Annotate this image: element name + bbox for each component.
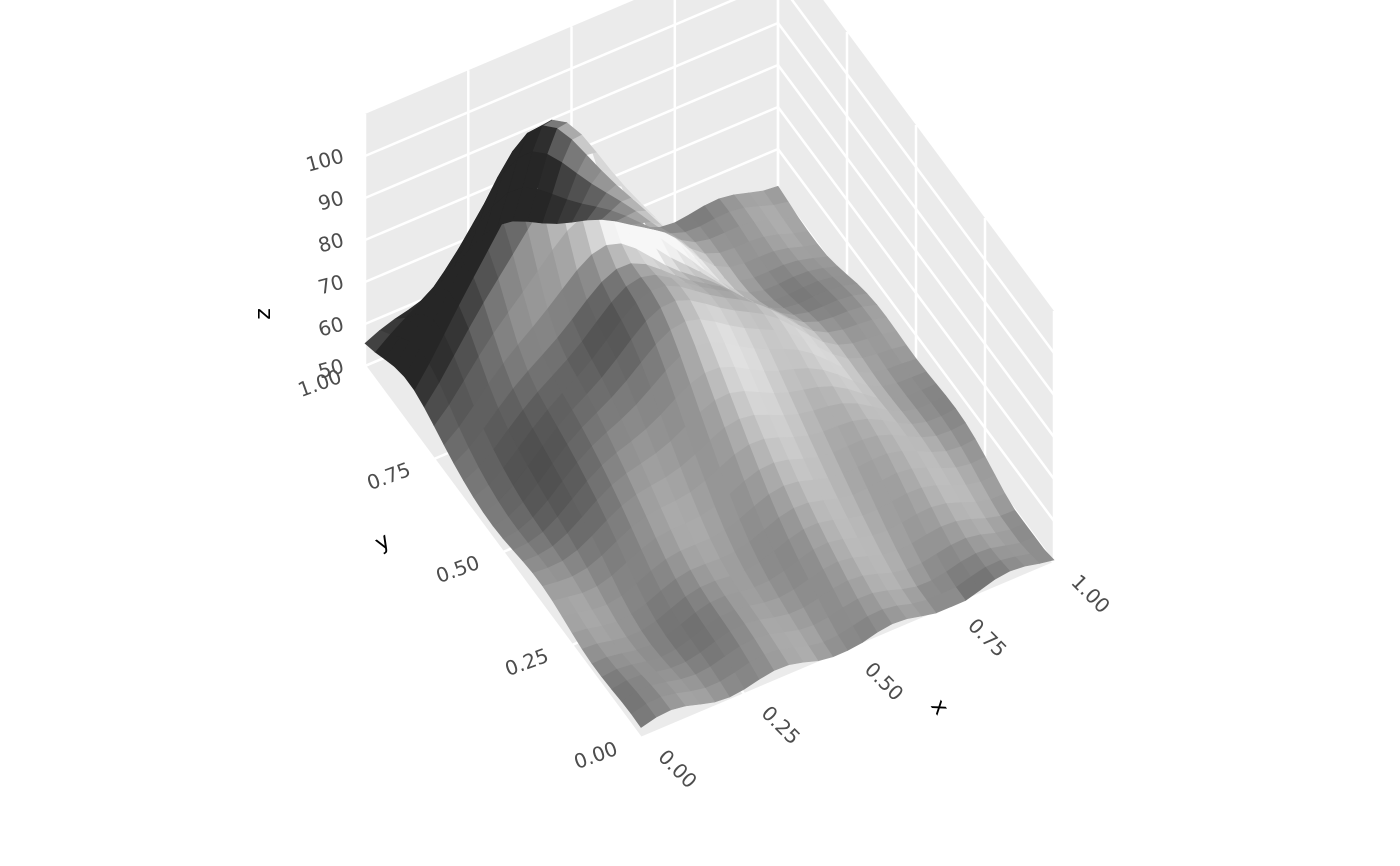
z-tick-label: 80 [315, 228, 346, 258]
x-tick-label: 0.50 [860, 657, 908, 705]
side-gridline-z [776, 22, 1056, 396]
x-axis-title: x [925, 695, 953, 720]
back-gridline-z [364, 21, 779, 200]
y-tick-label: 0.00 [571, 736, 621, 774]
side-gridline-z [776, 106, 1056, 480]
z-tick-label: 60 [315, 312, 346, 342]
x-tick-label: 0.00 [653, 745, 701, 793]
y-tick-label: 0.25 [502, 643, 552, 681]
side-gridline-z [776, 148, 1056, 522]
z-axis-title: z [251, 308, 276, 320]
side-gridline-z [790, 0, 1056, 354]
z-tick-label: 90 [315, 186, 346, 216]
surface-mesh [364, 119, 1055, 728]
side-gridline-z [776, 64, 1056, 438]
x-tick-label: 0.25 [757, 701, 805, 749]
y-axis-title: y [371, 528, 395, 556]
z-tick-label: 100 [303, 144, 346, 177]
y-tick-label: 0.50 [433, 550, 483, 588]
surface-facet [364, 330, 391, 353]
y-tick-label: 0.75 [364, 457, 414, 495]
x-tick-label: 0.75 [963, 613, 1011, 661]
x-tick-label: 1.00 [1066, 570, 1114, 618]
back-gridline-z [364, 0, 737, 158]
z-tick-label: 70 [315, 270, 346, 300]
